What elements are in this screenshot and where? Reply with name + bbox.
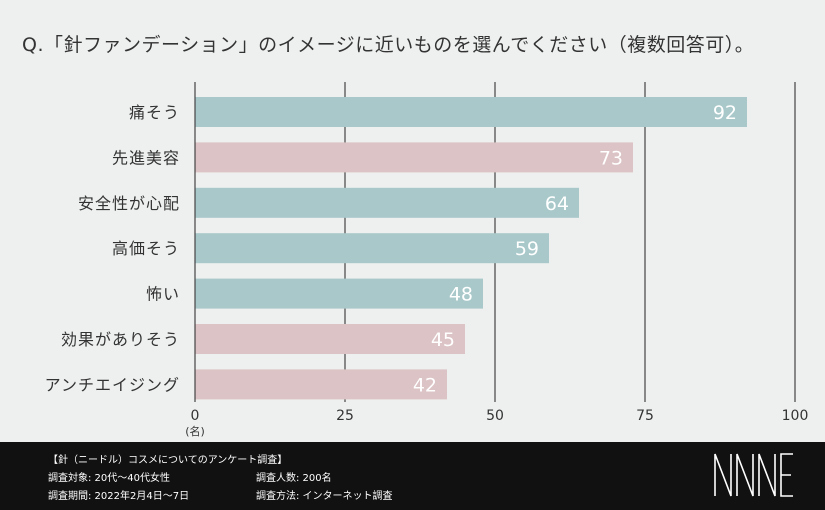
bar bbox=[195, 233, 549, 264]
bar bbox=[195, 278, 483, 309]
bar bbox=[195, 324, 465, 354]
x-tick-label: 0 bbox=[191, 408, 200, 424]
category-label: 痛そう bbox=[129, 103, 180, 122]
bar-chart: 92 痛そう 73 先進美容 64 安全性が心配 59 高価そう 48 怖い 45 効果がありそう 42… bbox=[45, 82, 809, 438]
x-tick-label: 50 bbox=[486, 408, 504, 424]
bar-value-label: 59 bbox=[515, 238, 539, 260]
footer-method: 調査方法: インターネット調査 bbox=[256, 491, 393, 502]
category-label: 安全性が心配 bbox=[78, 194, 180, 213]
bar bbox=[195, 187, 579, 218]
bar bbox=[195, 97, 747, 127]
x-tick-label: 100 bbox=[782, 408, 809, 424]
x-tick-label: 75 bbox=[636, 408, 654, 424]
category-label: アンチエイジング bbox=[45, 375, 180, 394]
footer-count: 調査人数: 200名 bbox=[256, 473, 332, 484]
bar-value-label: 64 bbox=[545, 193, 569, 215]
bar-value-label: 42 bbox=[413, 374, 437, 396]
bar-value-label: 45 bbox=[431, 329, 455, 351]
category-label: 怖い bbox=[146, 285, 180, 304]
category-label: 高価そう bbox=[112, 239, 180, 258]
bar-value-label: 73 bbox=[599, 147, 623, 169]
question-title: Q.「針ファンデーション」のイメージに近いものを選んでください（複数回答可）。 bbox=[22, 34, 755, 56]
nnne-logo bbox=[714, 453, 793, 497]
category-label: 効果がありそう bbox=[61, 330, 180, 349]
bar bbox=[195, 369, 447, 400]
bar bbox=[195, 142, 633, 173]
x-tick-label: 25 bbox=[336, 408, 354, 424]
survey-footer: 【針（ニードル）コスメについてのアンケート調査】 調査対象: 20代～40代女性… bbox=[0, 442, 825, 510]
footer-target: 調査対象: 20代～40代女性 bbox=[48, 473, 170, 484]
footer-title: 【針（ニードル）コスメについてのアンケート調査】 bbox=[48, 455, 288, 466]
footer-period: 調査期間: 2022年2月4日～7日 bbox=[48, 491, 190, 502]
x-unit-label: (名) bbox=[185, 424, 205, 438]
bar-value-label: 92 bbox=[713, 102, 737, 124]
category-label: 先進美容 bbox=[112, 148, 180, 167]
bar-value-label: 48 bbox=[449, 284, 473, 306]
